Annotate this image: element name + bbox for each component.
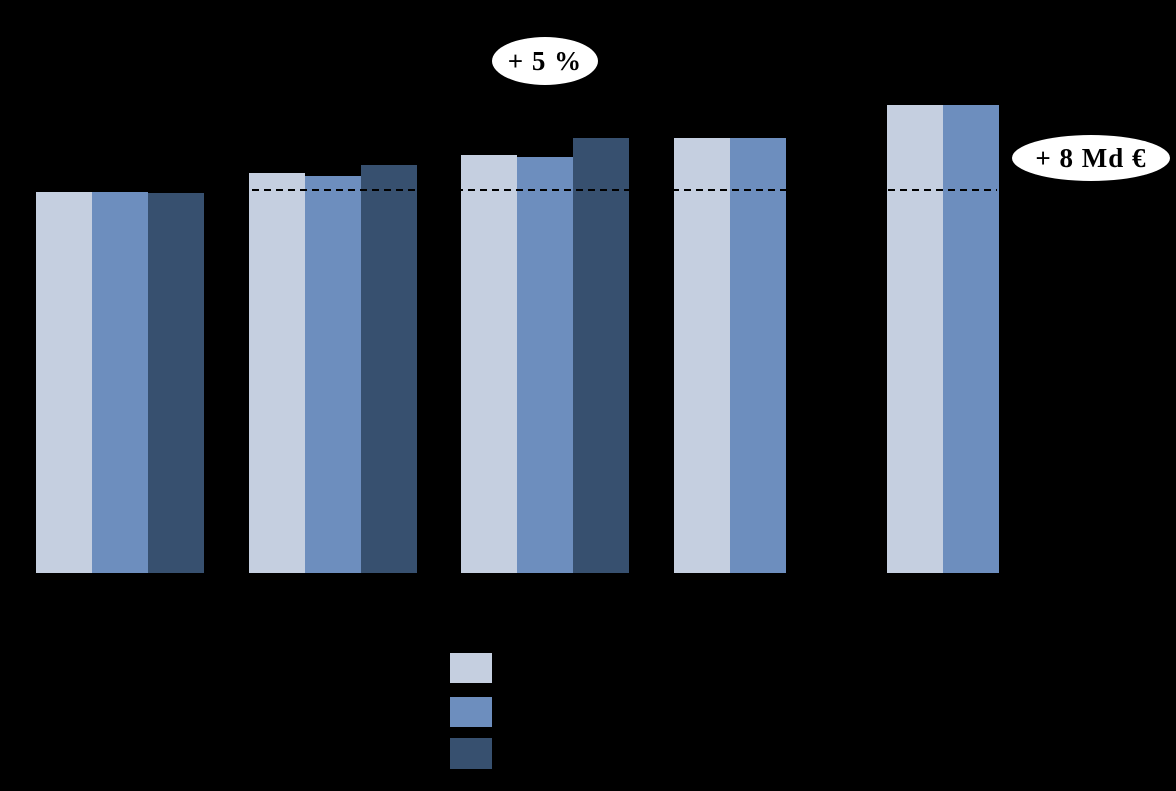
bar-series-light-blue-group-4 — [674, 138, 730, 573]
bar-series-medium-blue-group-5 — [943, 105, 999, 573]
annotation-plus-5-percent-label: + 5 % — [507, 45, 583, 76]
bar-series-dark-blue-group-3 — [573, 138, 629, 573]
legend-swatch-dark-blue — [450, 738, 492, 769]
reference-dashed-line — [36, 189, 997, 191]
bar-series-light-blue-group-3 — [461, 155, 517, 573]
annotation-plus-5-percent: + 5 % — [492, 37, 598, 85]
legend-swatch-light-blue — [450, 653, 492, 683]
bar-series-light-blue-group-1 — [36, 192, 92, 573]
bar-series-medium-blue-group-1 — [92, 192, 148, 573]
bar-series-medium-blue-group-2 — [305, 176, 361, 573]
legend-swatch-medium-blue — [450, 697, 492, 727]
bar-series-dark-blue-group-2 — [361, 165, 417, 573]
annotation-plus-8-md-euro-label: + 8 Md € — [1035, 142, 1147, 173]
bar-series-dark-blue-group-1 — [148, 193, 204, 573]
annotation-plus-8-md-euro: + 8 Md € — [1012, 135, 1170, 181]
bar-series-light-blue-group-2 — [249, 173, 305, 573]
bar-series-medium-blue-group-3 — [517, 157, 573, 573]
bar-series-medium-blue-group-4 — [730, 138, 786, 573]
bar-series-light-blue-group-5 — [887, 105, 943, 573]
